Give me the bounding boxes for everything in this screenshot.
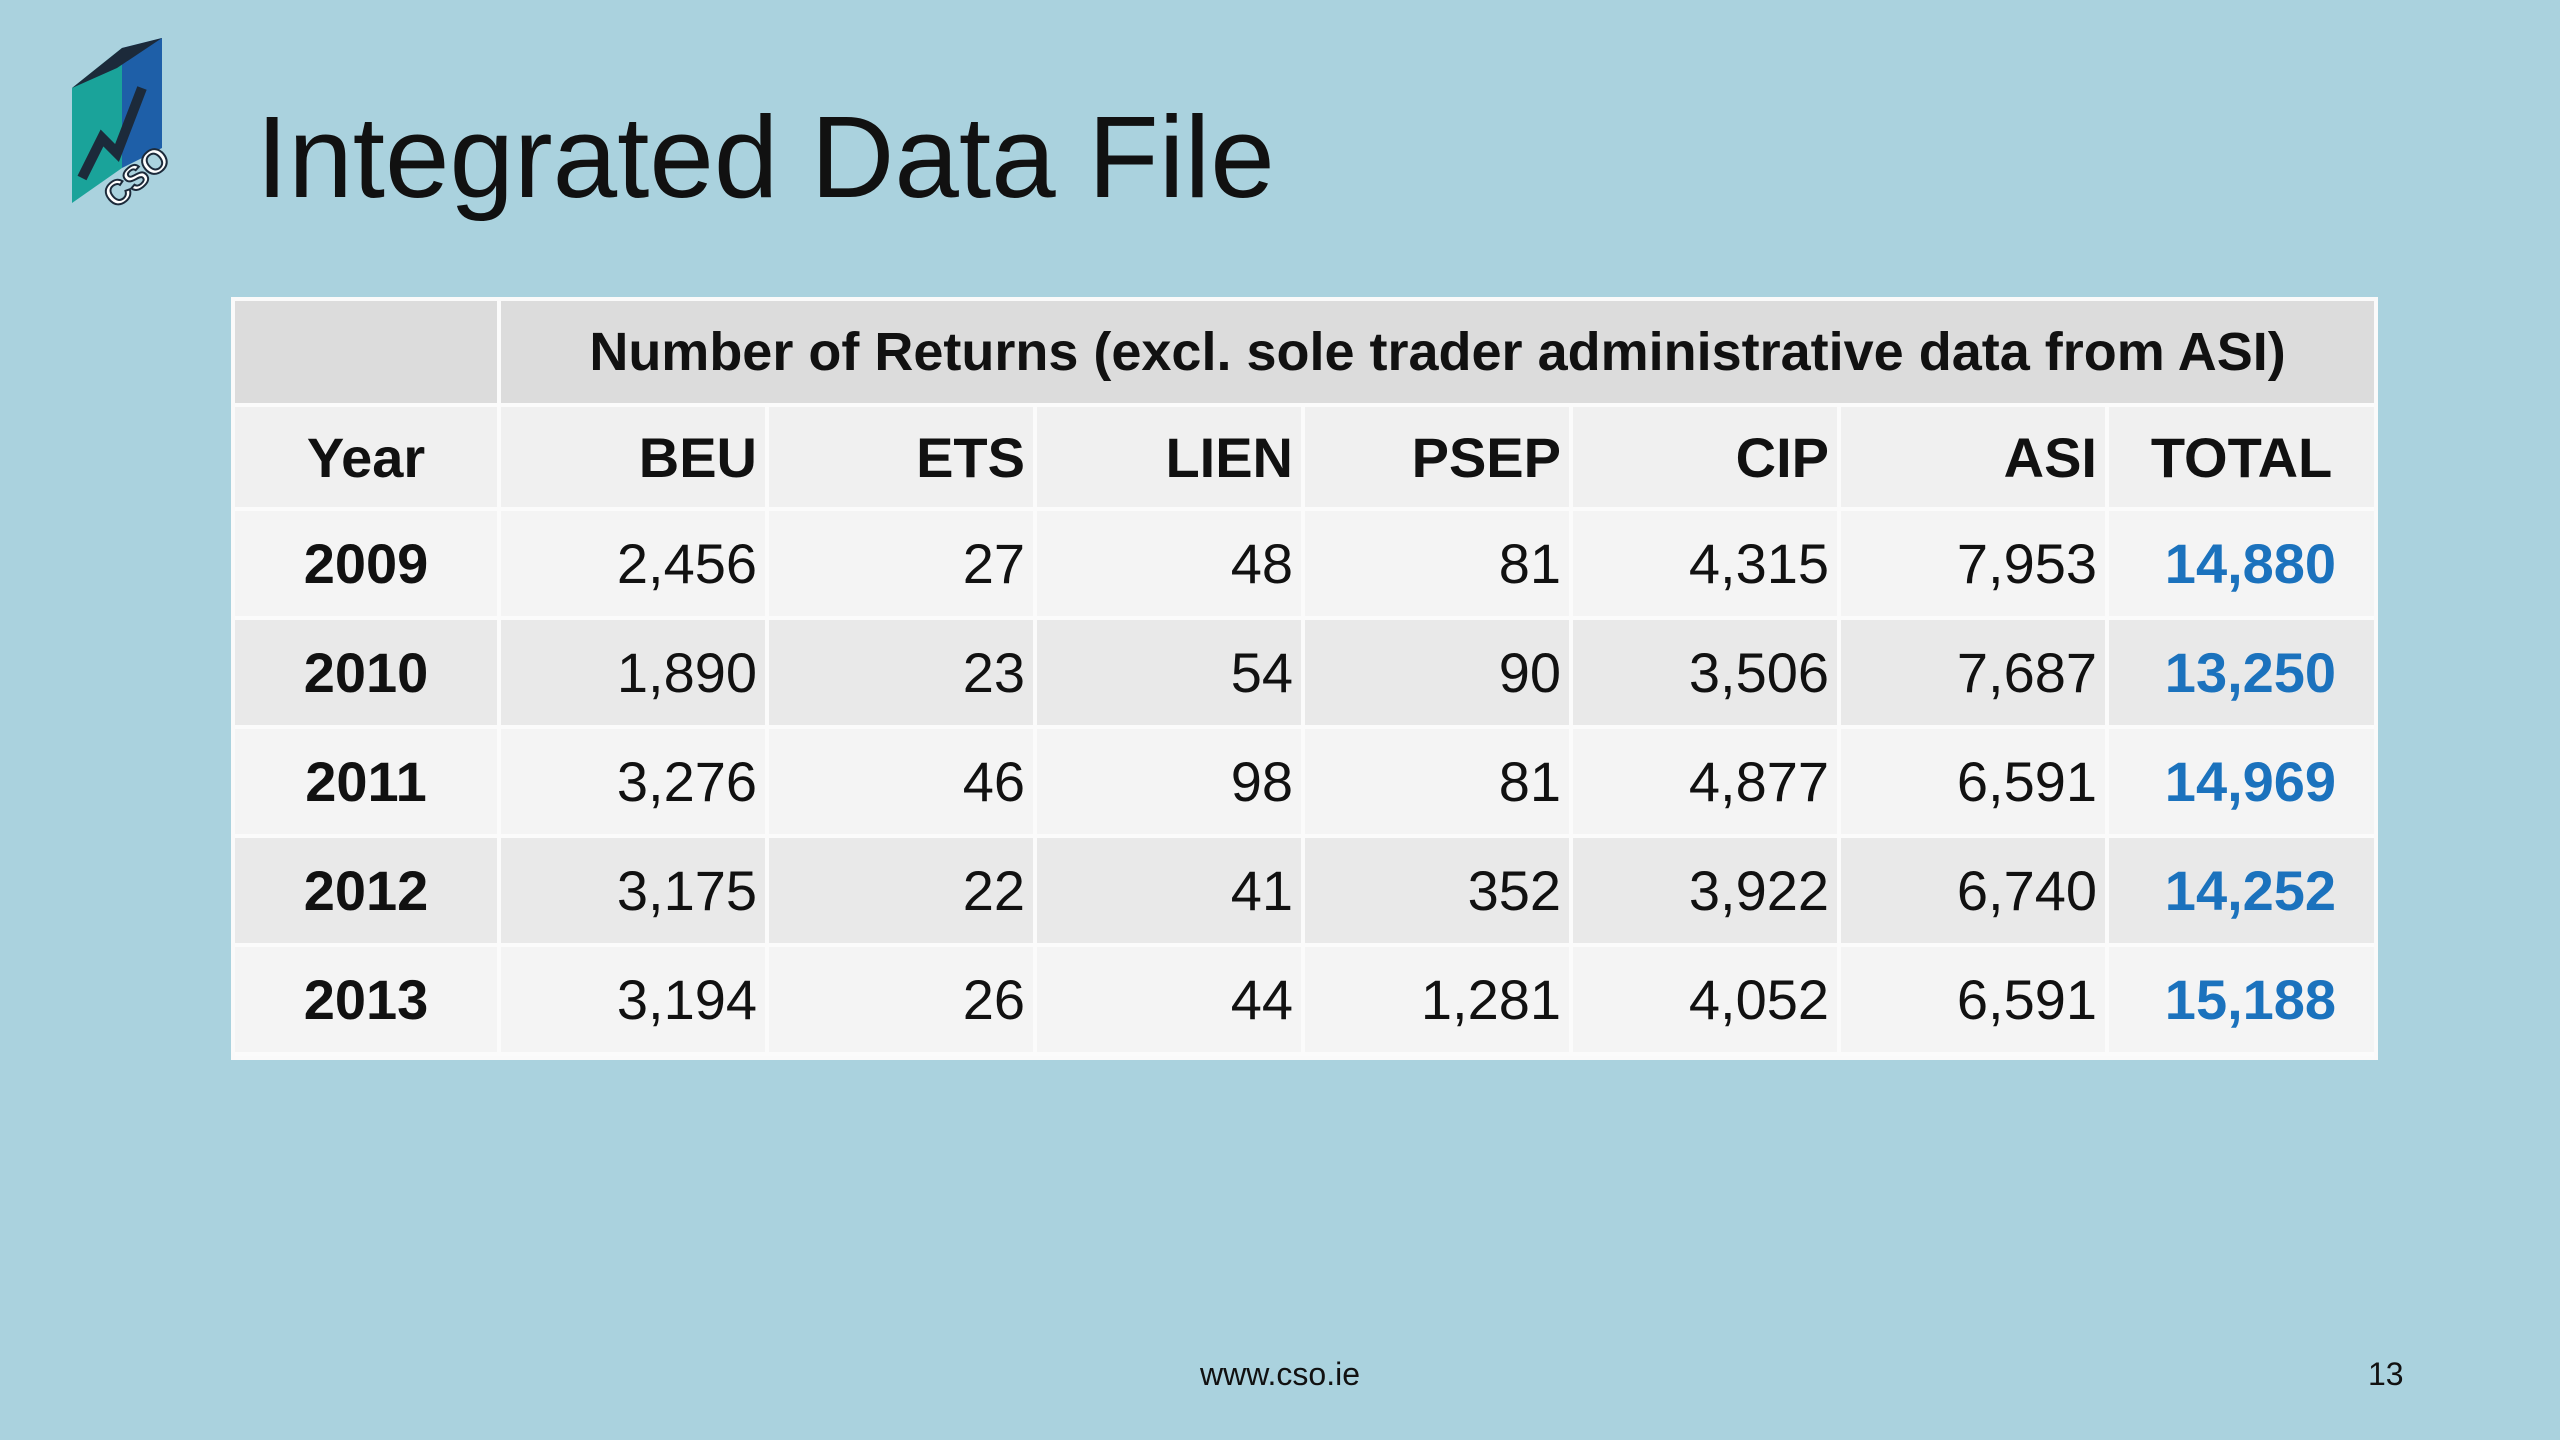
cell-ets: 26 bbox=[767, 945, 1037, 1056]
table-row: 2009 2,456 27 48 81 4,315 7,953 14,880 bbox=[235, 509, 2375, 620]
cell-psep: 81 bbox=[1303, 509, 1573, 620]
cell-year: 2010 bbox=[235, 618, 501, 729]
cell-asi: 7,953 bbox=[1839, 509, 2109, 620]
cell-lien: 48 bbox=[1035, 509, 1305, 620]
cell-cip: 4,052 bbox=[1571, 945, 1841, 1056]
cell-total: 14,252 bbox=[2107, 836, 2375, 947]
cell-total: 14,969 bbox=[2107, 727, 2375, 838]
cell-asi: 7,687 bbox=[1839, 618, 2109, 729]
cell-year: 2012 bbox=[235, 836, 501, 947]
cell-ets: 27 bbox=[767, 509, 1037, 620]
slide-title: Integrated Data File bbox=[256, 92, 1275, 222]
cell-total: 14,880 bbox=[2107, 509, 2375, 620]
cell-beu: 3,276 bbox=[499, 727, 769, 838]
cell-ets: 23 bbox=[767, 618, 1037, 729]
cso-logo: CSO bbox=[62, 28, 182, 217]
cell-beu: 3,194 bbox=[499, 945, 769, 1056]
col-header-psep: PSEP bbox=[1303, 405, 1573, 511]
cell-year: 2011 bbox=[235, 727, 501, 838]
cell-psep: 90 bbox=[1303, 618, 1573, 729]
cell-year: 2013 bbox=[235, 945, 501, 1056]
col-header-cip: CIP bbox=[1571, 405, 1841, 511]
table-row: 2010 1,890 23 54 90 3,506 7,687 13,250 bbox=[235, 618, 2375, 729]
table-corner-cell bbox=[235, 301, 501, 407]
cell-lien: 54 bbox=[1035, 618, 1305, 729]
cell-ets: 46 bbox=[767, 727, 1037, 838]
cell-psep: 81 bbox=[1303, 727, 1573, 838]
cell-asi: 6,591 bbox=[1839, 945, 2109, 1056]
cell-cip: 3,922 bbox=[1571, 836, 1841, 947]
cell-beu: 2,456 bbox=[499, 509, 769, 620]
cell-cip: 3,506 bbox=[1571, 618, 1841, 729]
cell-total: 13,250 bbox=[2107, 618, 2375, 729]
col-header-asi: ASI bbox=[1839, 405, 2109, 511]
cell-lien: 44 bbox=[1035, 945, 1305, 1056]
cell-total: 15,188 bbox=[2107, 945, 2375, 1056]
cell-psep: 1,281 bbox=[1303, 945, 1573, 1056]
col-header-year: Year bbox=[235, 405, 501, 511]
cell-year: 2009 bbox=[235, 509, 501, 620]
col-header-beu: BEU bbox=[499, 405, 769, 511]
cell-lien: 41 bbox=[1035, 836, 1305, 947]
table-row: 2013 3,194 26 44 1,281 4,052 6,591 15,18… bbox=[235, 945, 2375, 1056]
cell-cip: 4,877 bbox=[1571, 727, 1841, 838]
cell-ets: 22 bbox=[767, 836, 1037, 947]
col-header-total: TOTAL bbox=[2107, 405, 2375, 511]
cell-asi: 6,740 bbox=[1839, 836, 2109, 947]
table-super-header: Number of Returns (excl. sole trader adm… bbox=[499, 301, 2375, 407]
cell-beu: 1,890 bbox=[499, 618, 769, 729]
cell-psep: 352 bbox=[1303, 836, 1573, 947]
cell-beu: 3,175 bbox=[499, 836, 769, 947]
col-header-lien: LIEN bbox=[1035, 405, 1305, 511]
cell-asi: 6,591 bbox=[1839, 727, 2109, 838]
returns-table: Number of Returns (excl. sole trader adm… bbox=[231, 297, 2378, 1060]
cell-lien: 98 bbox=[1035, 727, 1305, 838]
table-row: 2012 3,175 22 41 352 3,922 6,740 14,252 bbox=[235, 836, 2375, 947]
col-header-ets: ETS bbox=[767, 405, 1037, 511]
cell-cip: 4,315 bbox=[1571, 509, 1841, 620]
footer-url: www.cso.ie bbox=[1199, 1356, 1361, 1392]
page-number: 13 bbox=[2368, 1356, 2404, 1392]
table-row: 2011 3,276 46 98 81 4,877 6,591 14,969 bbox=[235, 727, 2375, 838]
